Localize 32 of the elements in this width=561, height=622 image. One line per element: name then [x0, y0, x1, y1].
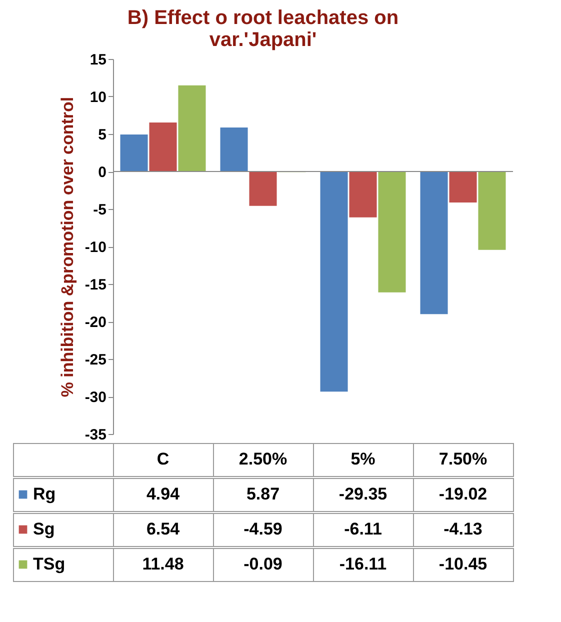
data-label: 6.54 [146, 520, 180, 538]
y-tick-label: -35 [84, 426, 106, 444]
chart-title: B) Effect o root leachates on var.'Japani' [127, 7, 399, 51]
x-tick-label: 5% [350, 450, 376, 468]
data-label: -10.45 [438, 554, 488, 574]
y-tick-label: -20 [84, 314, 106, 331]
data-label: 4.94 [146, 484, 180, 504]
legend-label: Rg [33, 484, 56, 504]
y-tick-label: -10 [84, 239, 106, 256]
x-tick-label: 7.50% [438, 450, 488, 468]
y-tick-label: 5 [98, 126, 106, 144]
data-label: -4.59 [244, 520, 282, 538]
legend-label: TSg [33, 554, 66, 574]
x-tick-label: C [156, 450, 170, 468]
data-label: 11.48 [142, 554, 184, 574]
y-tick-label: -5 [93, 202, 106, 218]
y-tick-label: -25 [84, 352, 106, 368]
data-label: -29.35 [338, 484, 388, 504]
data-label: -4.13 [444, 520, 482, 538]
x-tick-label: 2.50% [238, 450, 288, 468]
y-tick-label: -30 [84, 389, 106, 406]
legend-label: Sg [33, 520, 55, 538]
data-label: -19.02 [438, 484, 488, 504]
y-tick-label: -15 [84, 276, 106, 294]
y-tick-label: 15 [90, 52, 106, 68]
data-label: -6.11 [344, 520, 382, 538]
y-tick-label: 10 [90, 89, 106, 106]
data-label: -16.11 [339, 554, 387, 574]
data-label: 5.87 [246, 484, 280, 504]
data-label: -0.09 [244, 554, 282, 574]
y-tick-label: 0 [98, 164, 106, 181]
y-axis-title: % inhibition &promotion over control [58, 96, 77, 398]
